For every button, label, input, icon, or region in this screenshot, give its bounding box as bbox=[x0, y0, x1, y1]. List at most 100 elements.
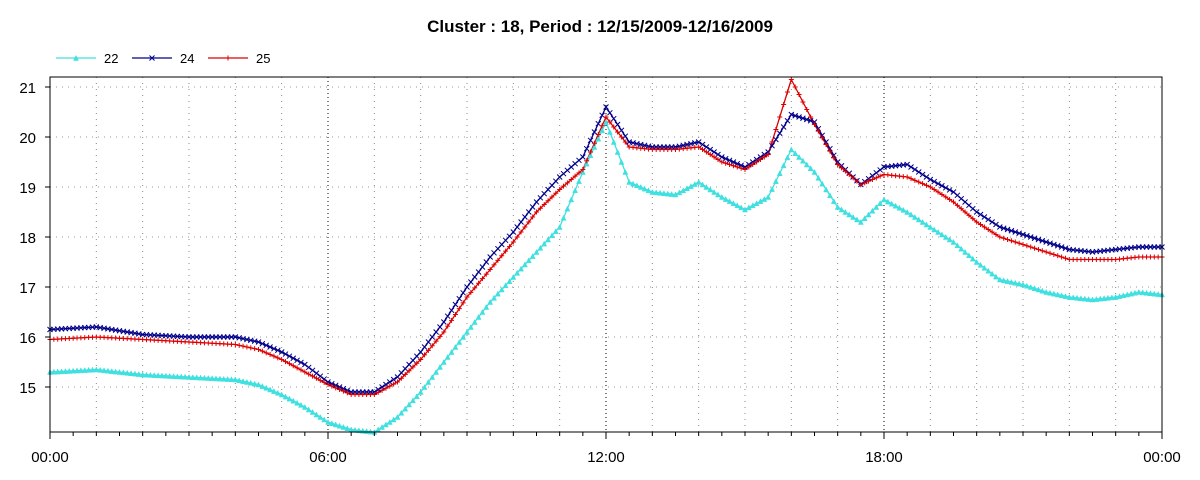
data-point bbox=[877, 167, 883, 173]
data-point bbox=[506, 244, 512, 250]
data-point bbox=[533, 248, 540, 255]
data-point bbox=[139, 371, 146, 378]
x-tick-label: 06:00 bbox=[309, 449, 347, 466]
data-point bbox=[1085, 296, 1092, 302]
data-point bbox=[494, 290, 501, 297]
data-point bbox=[580, 167, 586, 172]
data-point bbox=[395, 379, 400, 385]
data-point bbox=[534, 209, 539, 215]
data-point bbox=[340, 388, 346, 394]
data-point bbox=[1097, 295, 1104, 302]
data-point bbox=[147, 371, 154, 378]
data-point bbox=[715, 151, 721, 158]
data-point bbox=[1016, 240, 1022, 246]
data-point bbox=[1039, 237, 1046, 244]
data-point bbox=[294, 357, 300, 364]
data-point bbox=[283, 359, 289, 365]
data-point bbox=[649, 188, 656, 195]
data-point bbox=[947, 197, 953, 202]
data-point bbox=[1035, 286, 1042, 293]
data-point bbox=[274, 347, 281, 354]
data-point bbox=[1051, 241, 1057, 248]
data-point bbox=[985, 216, 992, 223]
data-point bbox=[576, 170, 582, 176]
data-point bbox=[189, 374, 196, 380]
data-point bbox=[525, 209, 532, 215]
data-point bbox=[784, 154, 791, 161]
data-point bbox=[970, 216, 976, 222]
data-point bbox=[726, 157, 733, 164]
data-point bbox=[1151, 290, 1158, 297]
data-point bbox=[1155, 291, 1162, 297]
data-point bbox=[622, 133, 629, 140]
data-point bbox=[819, 132, 826, 139]
data-point bbox=[402, 372, 408, 377]
data-point bbox=[954, 202, 960, 208]
data-point bbox=[441, 329, 447, 335]
data-point bbox=[1004, 278, 1011, 284]
data-point bbox=[124, 369, 131, 376]
data-point bbox=[962, 209, 968, 215]
series-markers-24 bbox=[47, 104, 1165, 395]
data-point bbox=[309, 408, 316, 415]
data-point bbox=[904, 161, 911, 168]
data-point bbox=[413, 393, 420, 399]
data-point bbox=[1027, 234, 1034, 240]
data-point bbox=[1008, 227, 1015, 234]
data-point bbox=[344, 425, 351, 431]
data-point bbox=[904, 174, 910, 180]
data-point bbox=[213, 375, 219, 382]
data-point bbox=[595, 135, 602, 142]
data-point bbox=[781, 102, 787, 107]
data-point bbox=[587, 137, 594, 144]
data-point bbox=[742, 167, 748, 172]
data-point bbox=[946, 187, 953, 193]
data-point bbox=[525, 257, 532, 264]
data-point bbox=[398, 375, 404, 381]
data-point bbox=[429, 373, 436, 380]
data-point bbox=[286, 395, 293, 402]
data-point bbox=[437, 363, 443, 370]
data-point bbox=[978, 222, 984, 227]
data-point bbox=[197, 374, 204, 381]
data-point bbox=[529, 204, 536, 210]
data-point bbox=[483, 271, 489, 277]
data-point bbox=[224, 376, 231, 382]
data-point bbox=[406, 401, 412, 408]
data-point bbox=[800, 99, 806, 105]
data-point bbox=[282, 351, 289, 357]
data-point bbox=[475, 269, 482, 275]
data-point bbox=[468, 289, 474, 295]
data-point bbox=[1016, 280, 1023, 287]
data-point bbox=[518, 219, 524, 225]
data-point bbox=[530, 214, 536, 220]
data-point bbox=[699, 181, 706, 188]
data-point bbox=[429, 334, 436, 340]
data-point bbox=[869, 177, 875, 182]
data-point bbox=[815, 128, 821, 134]
data-point bbox=[391, 381, 397, 387]
data-point bbox=[943, 194, 949, 200]
data-point bbox=[973, 258, 980, 265]
data-point bbox=[1004, 226, 1011, 233]
data-point bbox=[290, 355, 297, 362]
data-point bbox=[823, 186, 829, 193]
y-tick-label: 20 bbox=[19, 130, 36, 147]
data-point bbox=[931, 178, 938, 185]
data-point bbox=[503, 248, 509, 254]
data-point bbox=[263, 350, 269, 356]
legend-label: 24 bbox=[180, 51, 194, 66]
data-point bbox=[1023, 282, 1030, 289]
data-point bbox=[618, 158, 625, 165]
data-point bbox=[958, 245, 965, 252]
data-point bbox=[1062, 255, 1068, 261]
data-point bbox=[506, 278, 513, 284]
data-point bbox=[835, 162, 841, 167]
data-point bbox=[981, 224, 987, 230]
data-point bbox=[985, 267, 992, 274]
data-point bbox=[1054, 291, 1061, 298]
data-point bbox=[344, 387, 351, 394]
data-point bbox=[946, 236, 953, 243]
data-point bbox=[607, 119, 613, 125]
data-point bbox=[722, 196, 729, 202]
